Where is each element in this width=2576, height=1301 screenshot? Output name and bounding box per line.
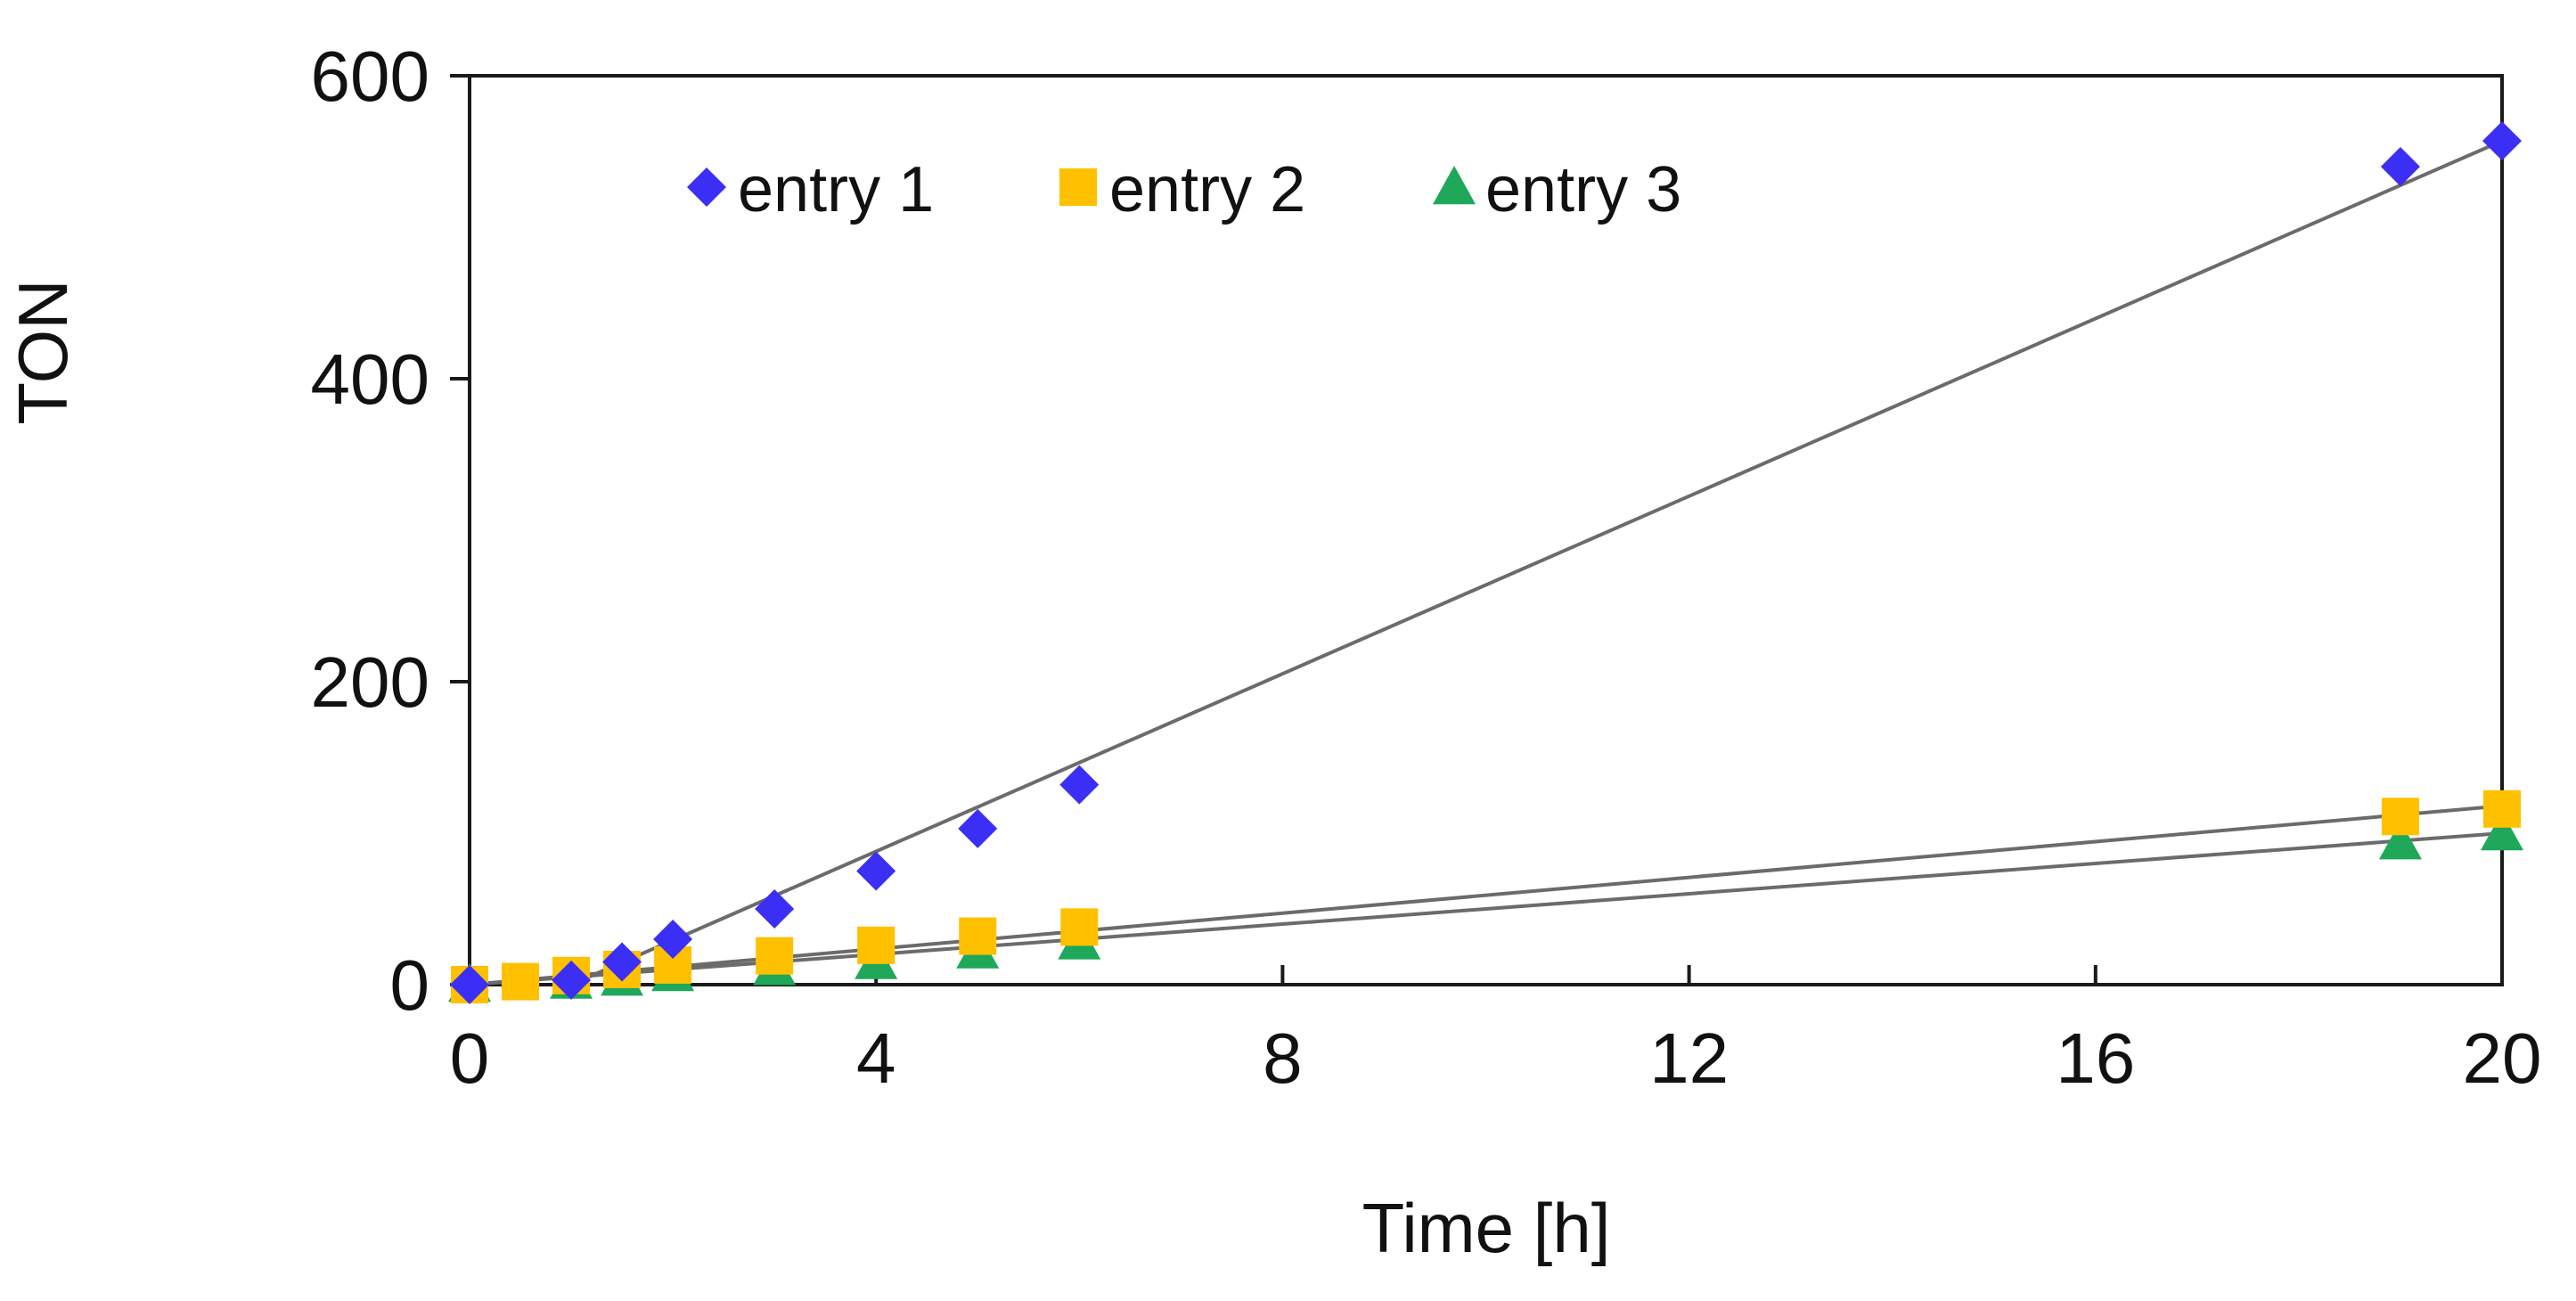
data-point-entry-1 [602,942,642,982]
data-point-entry-1 [856,851,896,891]
y-tick-label: 200 [311,642,429,722]
data-point-entry-1 [450,965,489,1004]
legend: entry 1 entry 2 entry 3 [687,154,1681,225]
y-tick-label: 400 [311,340,429,419]
y-tick-label: 0 [390,945,430,1025]
fit-line-entry-1 [570,139,2503,986]
data-point-entry-1 [2482,121,2522,161]
data-point-entry-2 [502,962,540,1001]
legend-marker-entry-3 [1433,166,1476,205]
data-point-entry-1 [2380,147,2420,186]
fit-line-entry-3 [469,831,2503,986]
data-point-entry-2 [756,937,794,975]
data-point-entry-2 [2483,790,2521,828]
data-point-entry-1 [755,889,795,929]
y-tick-label: 600 [311,37,429,116]
data-point-entry-1 [1059,765,1100,805]
data-points-layer [448,121,2523,1004]
legend-label-entry-1: entry 1 [738,154,934,225]
data-point-entry-3 [2378,821,2422,860]
legend-marker-entry-1 [687,168,726,207]
data-point-entry-1 [653,920,693,959]
fit-lines-layer [469,139,2503,986]
data-point-entry-2 [857,926,895,964]
x-tick-label: 8 [1263,1019,1303,1098]
x-tick-label: 16 [2056,1019,2135,1098]
x-tick-label: 20 [2463,1019,2542,1098]
x-axis-label: Time [h] [1362,1189,1611,1267]
data-point-entry-1 [958,808,998,848]
x-tick-label: 4 [856,1019,896,1098]
data-point-entry-1 [552,960,592,1000]
data-point-entry-3 [2481,812,2523,851]
x-tick-label: 12 [1649,1019,1729,1098]
data-point-entry-2 [959,917,997,955]
fit-line-entry-2 [469,804,2503,986]
y-axis-label: TON [4,279,82,424]
plot-frame [468,74,2504,986]
legend-marker-entry-2 [1059,168,1097,206]
legend-label-entry-3: entry 3 [1485,154,1681,225]
data-point-entry-2 [1060,908,1099,946]
legend-label-entry-2: entry 2 [1109,154,1305,225]
x-tick-label: 0 [450,1019,490,1098]
data-point-entry-2 [2381,798,2419,836]
